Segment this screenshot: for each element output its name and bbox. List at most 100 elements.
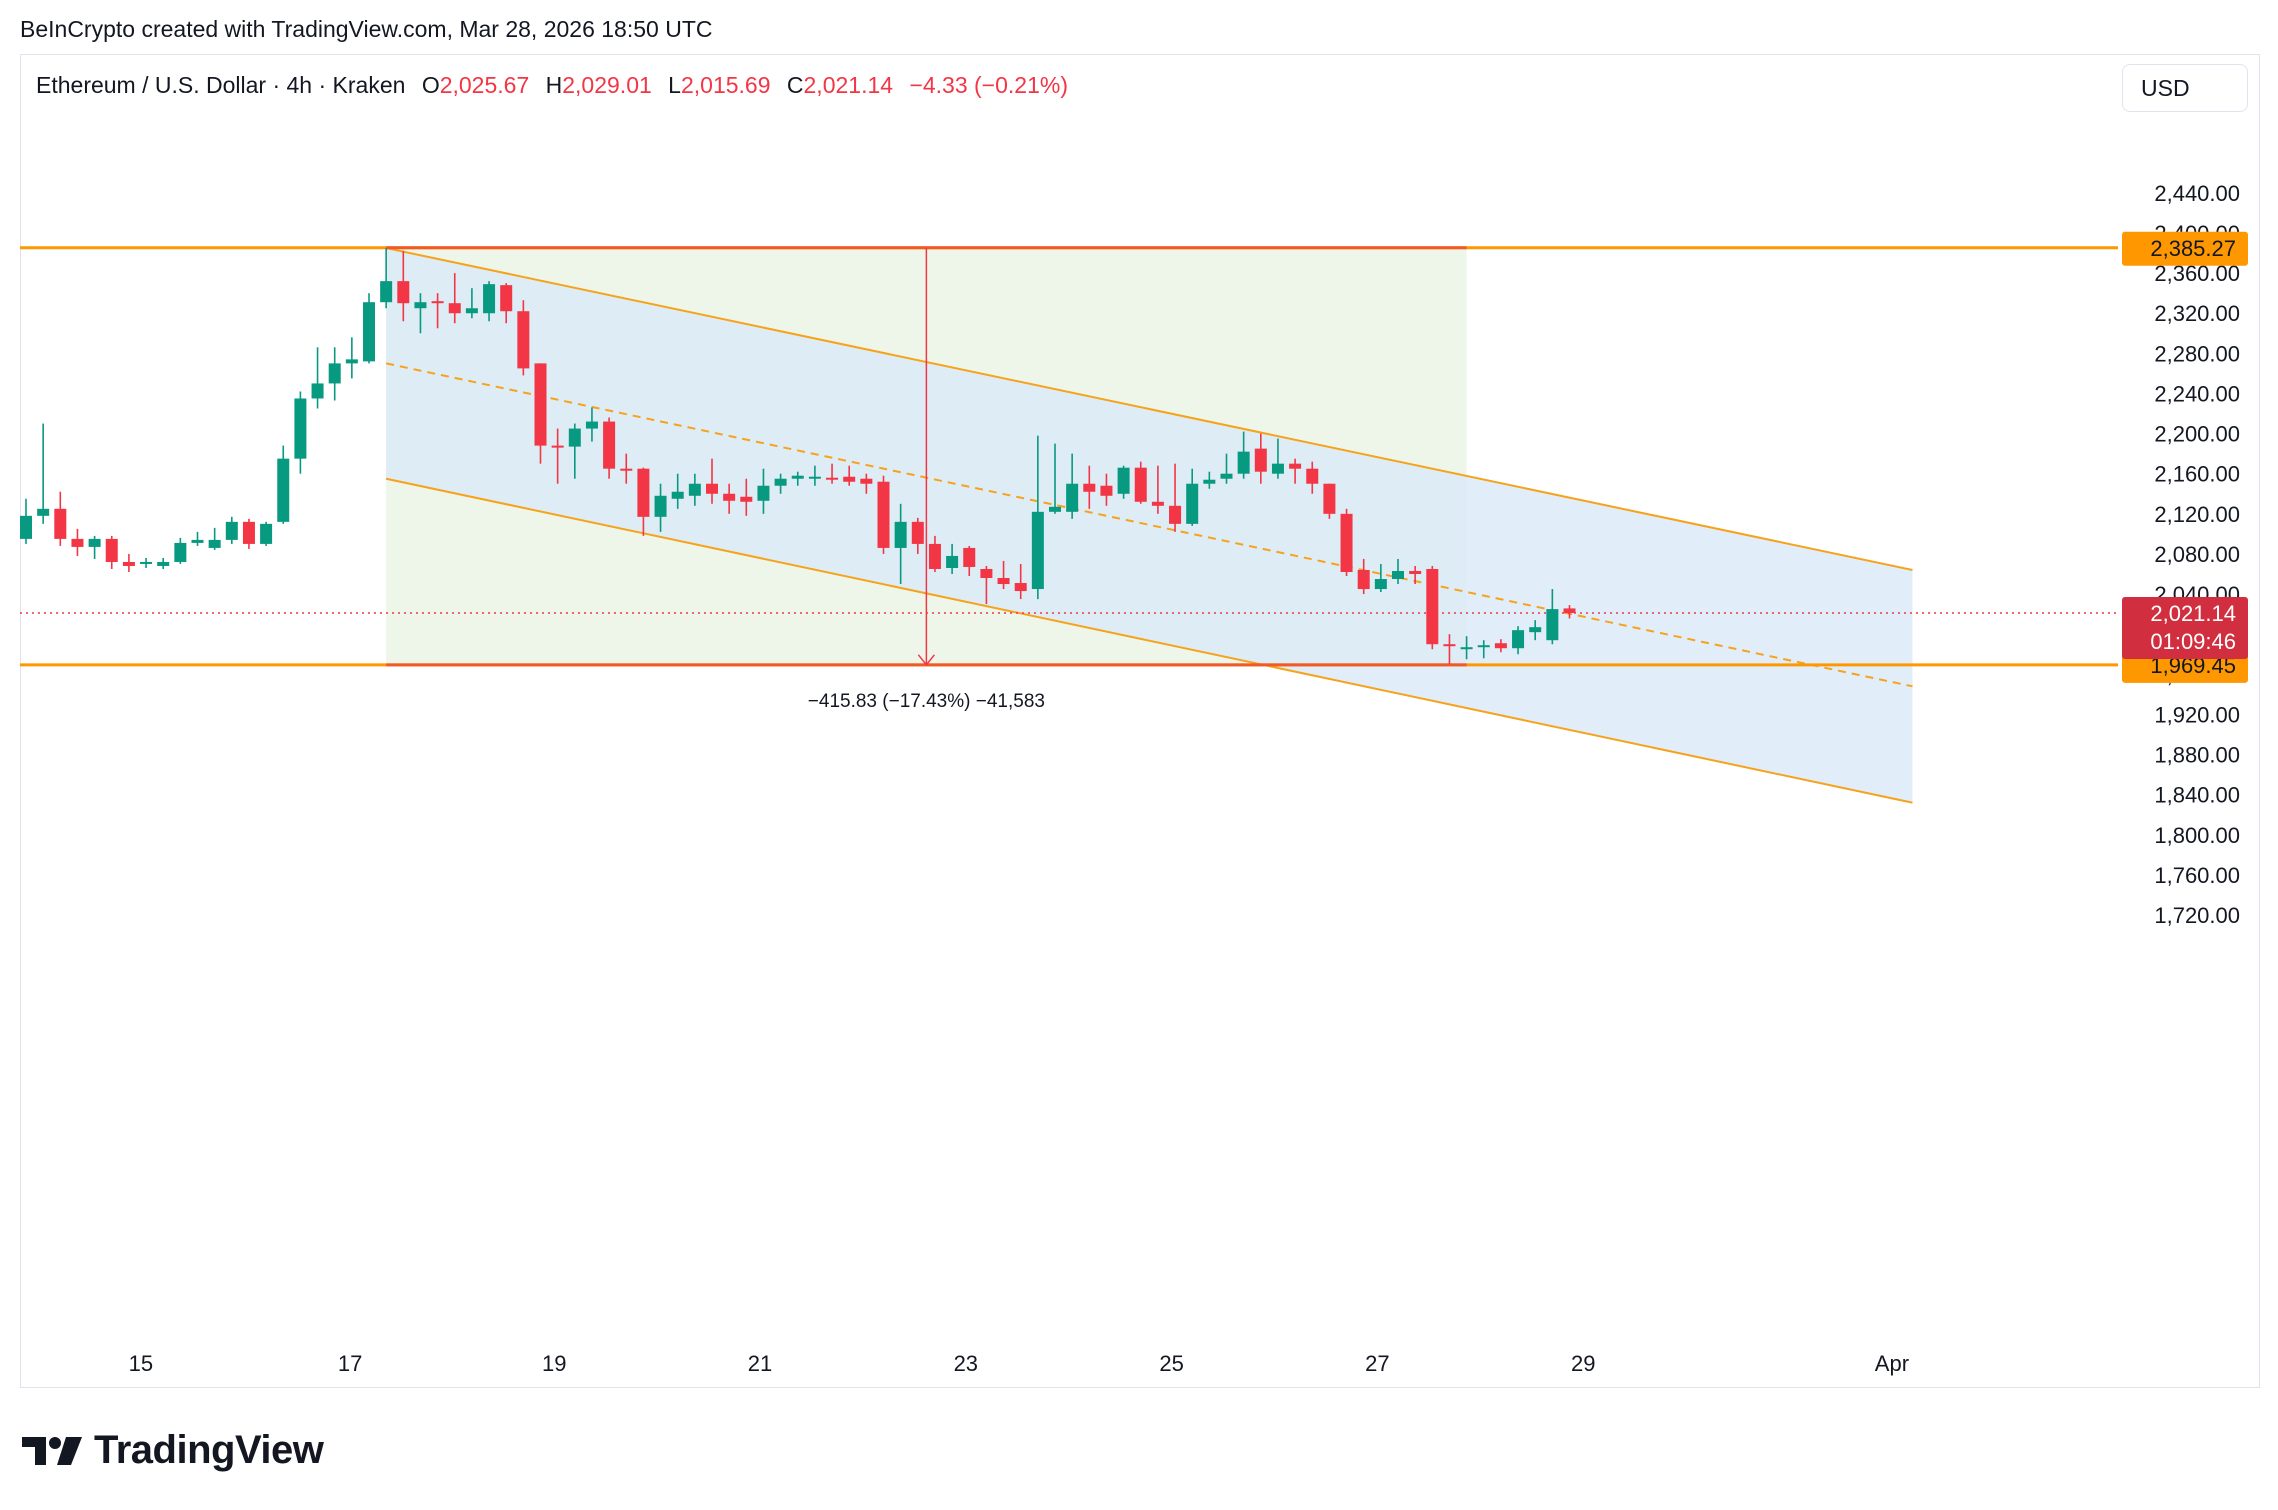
candle-body — [1220, 473, 1233, 479]
close-value: 2,021.14 — [803, 72, 894, 98]
candle — [706, 458, 718, 504]
candle — [1563, 605, 1576, 619]
candle-body — [260, 523, 273, 544]
candle — [551, 428, 564, 484]
candle — [1134, 461, 1147, 504]
candle — [380, 248, 393, 309]
candle-body — [140, 561, 153, 564]
candle — [122, 553, 135, 572]
candle — [1477, 640, 1490, 659]
candle-body — [963, 547, 976, 567]
candle-body — [1374, 579, 1387, 590]
candle — [1151, 465, 1164, 514]
candle-body — [1014, 583, 1027, 592]
candle — [568, 423, 581, 479]
candle — [1512, 626, 1525, 655]
candle-body — [1460, 647, 1473, 650]
candle-body — [1494, 643, 1507, 649]
candle — [208, 527, 221, 550]
candle-body — [1100, 485, 1113, 496]
chart-credit: BeInCrypto created with TradingView.com,… — [20, 16, 713, 42]
candle-body — [328, 363, 341, 384]
candle-body — [174, 542, 187, 562]
x-tick-label: 27 — [1365, 1351, 1389, 1376]
candle-body — [37, 508, 50, 516]
candle — [1340, 508, 1353, 577]
candle-body — [88, 538, 101, 547]
candle — [688, 473, 701, 506]
candle — [1546, 589, 1559, 645]
tradingview-brand[interactable]: TradingView — [22, 1428, 324, 1473]
candle-body — [1066, 483, 1079, 512]
candle — [260, 521, 273, 546]
candle-body — [1443, 644, 1456, 647]
x-tick-label: 15 — [129, 1351, 153, 1376]
candle-body — [397, 281, 410, 304]
candle-body — [1151, 501, 1164, 506]
candle — [534, 363, 547, 464]
candle-body — [191, 539, 204, 543]
candle — [1237, 431, 1250, 479]
candle-body — [911, 521, 924, 544]
candle — [826, 463, 839, 484]
candle-body — [1254, 448, 1267, 472]
candle — [911, 517, 924, 554]
measure-label: −415.83 (−17.43%) −41,583 — [808, 691, 1045, 712]
candle-body — [1134, 467, 1147, 502]
symbol-title[interactable]: Ethereum / U.S. Dollar · 4h · Kraken — [36, 72, 406, 98]
candle — [1203, 471, 1216, 489]
close-label: C — [786, 72, 804, 98]
candle — [1031, 435, 1044, 600]
candle-body — [54, 508, 67, 539]
candle — [860, 473, 873, 494]
candle-body — [242, 521, 255, 544]
candle — [431, 293, 444, 329]
candle — [723, 483, 736, 514]
candle-body — [928, 543, 941, 569]
candle — [174, 537, 187, 564]
candle-body — [1546, 609, 1559, 641]
candle-body — [1169, 505, 1182, 524]
candle-body — [1117, 467, 1130, 494]
candle-body — [637, 468, 650, 517]
y-tick-label: 2,440.00 — [2154, 181, 2240, 206]
candle — [997, 560, 1010, 590]
candle — [500, 283, 513, 324]
currency-button[interactable]: USD — [2122, 64, 2248, 112]
candle — [1289, 458, 1302, 484]
candle — [1117, 465, 1130, 499]
candle — [311, 347, 324, 409]
candle — [585, 407, 598, 442]
x-tick-label: 23 — [954, 1351, 978, 1376]
candle-body — [671, 491, 684, 499]
candle — [1014, 563, 1027, 600]
candle-body — [1563, 608, 1576, 613]
candle — [20, 498, 32, 544]
change-value: −4.33 (−0.21%) — [909, 72, 1068, 98]
candle — [603, 417, 616, 479]
candle-body — [688, 483, 701, 496]
candle — [54, 491, 67, 546]
candle — [1066, 453, 1079, 519]
candle-body — [1409, 570, 1422, 574]
candle — [808, 465, 821, 486]
candle-body — [277, 458, 290, 522]
candle-body — [1512, 630, 1525, 649]
candle — [483, 281, 496, 322]
candle-body — [71, 538, 84, 547]
candle-body — [791, 475, 804, 479]
candle-body — [1203, 479, 1216, 484]
candle-body — [826, 477, 839, 480]
candle-body — [517, 311, 530, 369]
candle-body — [585, 421, 598, 429]
candle — [894, 503, 907, 585]
y-tick-label: 1,760.00 — [2154, 863, 2240, 888]
candle — [140, 557, 153, 568]
y-tick-label: 2,280.00 — [2154, 341, 2240, 366]
candle — [1426, 565, 1439, 650]
candle — [1306, 461, 1319, 494]
candle-body — [448, 303, 461, 314]
candle-body — [1357, 569, 1370, 590]
channel-lower-line — [385, 477, 1913, 804]
